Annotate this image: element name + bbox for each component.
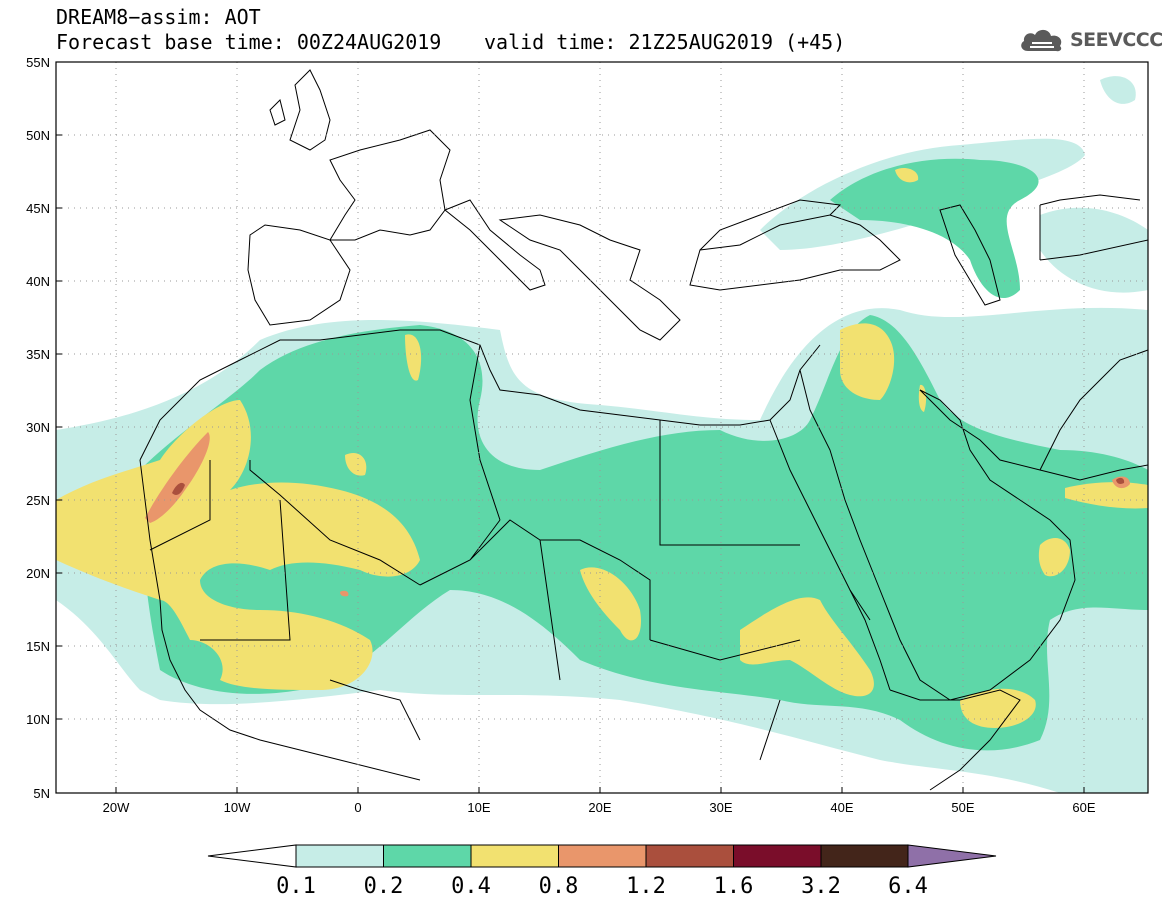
valid-time: valid time: 21Z25AUG2019 (+45) bbox=[484, 30, 846, 54]
colorbar-over-arrow bbox=[907, 844, 997, 868]
lon-label: 40E bbox=[830, 800, 853, 815]
lon-label: 20W bbox=[103, 800, 130, 815]
colorbar-label: 0.2 bbox=[364, 874, 404, 899]
lat-label: 30N bbox=[26, 420, 50, 435]
forecast-base-time: Forecast base time: 00Z24AUG2019 bbox=[56, 30, 442, 54]
colorbar-swatch bbox=[470, 844, 559, 868]
lon-label: 30E bbox=[709, 800, 732, 815]
gridlines bbox=[56, 62, 1148, 793]
colorbar-label: 0.4 bbox=[451, 874, 491, 899]
colorbar-label: 0.8 bbox=[539, 874, 579, 899]
lon-labels: 20W 10W 0 10E 20E 30E 40E 50E 60E bbox=[103, 800, 1096, 815]
lat-label: 35N bbox=[26, 347, 50, 362]
colorbar-swatch bbox=[645, 844, 734, 868]
colorbar-label: 6.4 bbox=[888, 874, 928, 899]
coastlines bbox=[139, 69, 1148, 791]
colorbar-under-arrow bbox=[207, 844, 297, 868]
aot-field bbox=[56, 76, 1148, 793]
lon-label: 50E bbox=[951, 800, 974, 815]
logo-text: SEEVCCC bbox=[1070, 29, 1163, 51]
colorbar-swatch bbox=[295, 844, 384, 868]
lon-label: 10E bbox=[467, 800, 490, 815]
lat-label: 45N bbox=[26, 201, 50, 216]
lat-label: 50N bbox=[26, 128, 50, 143]
cloud-icon bbox=[1021, 29, 1062, 52]
lat-label: 20N bbox=[26, 566, 50, 581]
colorbar-labels: 0.1 0.2 0.4 0.8 1.2 1.6 3.2 6.4 bbox=[276, 874, 928, 899]
colorbar-label: 1.6 bbox=[714, 874, 754, 899]
colorbar-label: 0.1 bbox=[276, 874, 316, 899]
colorbar: 0.1 0.2 0.4 0.8 1.2 1.6 3.2 6.4 bbox=[207, 844, 997, 899]
lon-label: 0 bbox=[354, 800, 361, 815]
lat-labels: 55N 50N 45N 40N 35N 30N 25N 20N 15N 10N … bbox=[26, 55, 50, 801]
lat-label: 25N bbox=[26, 493, 50, 508]
seevccc-logo: SEEVCCC bbox=[1018, 24, 1163, 56]
lat-label: 10N bbox=[26, 712, 50, 727]
colorbar-label: 1.2 bbox=[626, 874, 666, 899]
colorbar-swatch bbox=[733, 844, 822, 868]
axis-ticks bbox=[56, 61, 1085, 794]
lat-label: 40N bbox=[26, 274, 50, 289]
aot-level-1.2 bbox=[172, 477, 1125, 496]
map-title: DREAM8−assim: AOT bbox=[56, 5, 261, 29]
colorbar-swatch bbox=[558, 844, 647, 868]
lon-label: 60E bbox=[1072, 800, 1095, 815]
colorbar-swatch bbox=[820, 844, 909, 868]
colorbar-swatch bbox=[383, 844, 472, 868]
aot-level-0.4 bbox=[56, 168, 1148, 728]
colorbar-label: 3.2 bbox=[801, 874, 841, 899]
lat-label: 55N bbox=[26, 55, 50, 70]
lat-label: 15N bbox=[26, 639, 50, 654]
lon-label: 20E bbox=[588, 800, 611, 815]
lat-label: 5N bbox=[33, 786, 50, 801]
lon-label: 10W bbox=[224, 800, 251, 815]
